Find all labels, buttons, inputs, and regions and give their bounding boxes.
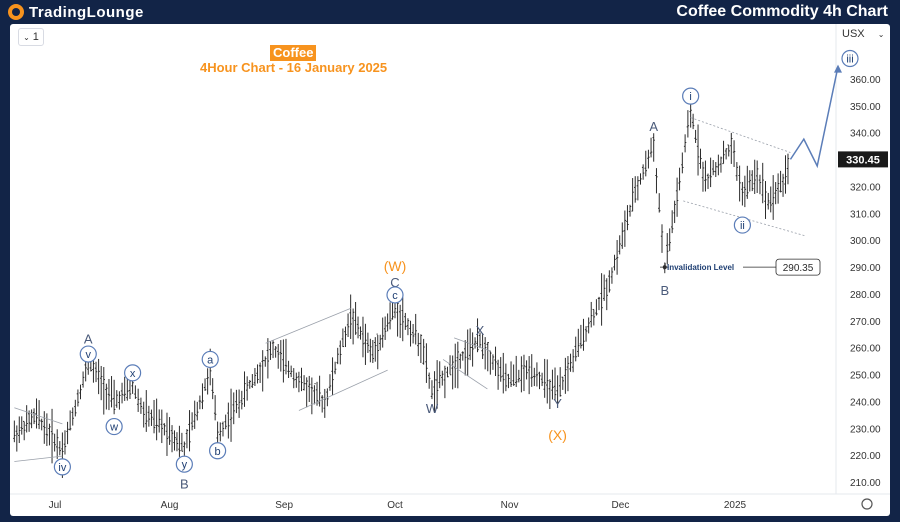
- y-tick-label: 260.00: [850, 344, 881, 355]
- wave-label: B: [180, 476, 189, 491]
- channel-line: [14, 407, 63, 425]
- y-tick-label: 230.00: [850, 424, 881, 435]
- channel-line: [690, 117, 791, 153]
- wave-circle-label: i: [689, 91, 691, 103]
- channel-line: [453, 337, 492, 352]
- y-tick-label: 360.00: [850, 75, 881, 86]
- interval-selector[interactable]: ⌄ 1: [18, 28, 44, 46]
- wave-circle: [201, 350, 219, 369]
- wave-circle: [79, 345, 97, 363]
- wave-circle-label: y: [182, 459, 188, 471]
- last-price-badge: [838, 151, 888, 168]
- wave-circle: [386, 286, 404, 304]
- y-tick-label: 210.00: [850, 478, 881, 489]
- wave-label: A: [649, 119, 658, 134]
- y-tick-label: 310.00: [850, 209, 881, 220]
- wave-circle-label: iii: [846, 54, 853, 66]
- wave-label: (W): [384, 258, 407, 274]
- wave-circle-label: b: [215, 446, 221, 458]
- wave-label: X: [476, 323, 485, 338]
- wave-circle: [105, 417, 123, 436]
- wave-circle-label: c: [392, 290, 398, 302]
- wave-circle-label: w: [109, 422, 118, 434]
- wave-label: B: [660, 283, 669, 298]
- y-tick-label: 220.00: [850, 451, 881, 462]
- wave-circle-label: a: [207, 354, 214, 366]
- y-tick-label: 340.00: [850, 129, 881, 140]
- y-tick-label: 280.00: [850, 290, 881, 301]
- wave-circle-label: x: [130, 368, 136, 380]
- channel-line: [683, 200, 806, 237]
- wave-label: (X): [548, 427, 567, 443]
- y-tick-label: 290.00: [850, 263, 881, 274]
- projection-arrow: [834, 64, 842, 73]
- brand-logo: TradingLounge: [8, 3, 144, 21]
- wave-circle: [175, 455, 193, 473]
- top-bar: TradingLounge Coffee Commodity 4h Chart: [0, 0, 900, 24]
- chart-subtitle: 4Hour Chart - 16 January 2025: [200, 60, 388, 75]
- settings-icon[interactable]: [861, 498, 873, 510]
- wave-label: C: [390, 275, 399, 290]
- y-tick-label: 350.00: [850, 102, 881, 113]
- x-tick-label: Jul: [49, 500, 62, 511]
- x-tick-label: Nov: [501, 500, 519, 511]
- x-tick-label: Dec: [612, 500, 630, 511]
- y-tick-label: 250.00: [850, 371, 881, 382]
- wave-circle: [841, 49, 859, 68]
- wave-circle: [53, 458, 71, 476]
- x-tick-label: Oct: [387, 500, 403, 511]
- wave-circle-label: v: [86, 349, 92, 361]
- brand-name: TradingLounge: [29, 3, 144, 21]
- y-tick-label: 300.00: [850, 236, 881, 247]
- chevron-down-icon: ⌄: [877, 30, 885, 39]
- interval-value: 1: [32, 31, 39, 43]
- x-tick-label: Aug: [161, 500, 179, 511]
- channel-line: [298, 369, 388, 411]
- x-tick-label: Sep: [275, 500, 293, 511]
- channel-line: [14, 455, 63, 462]
- channel-line: [442, 359, 488, 390]
- projection-line: [789, 66, 839, 169]
- currency-selector[interactable]: USX ⌄: [842, 28, 884, 40]
- chevron-down-icon: ⌄: [23, 32, 30, 42]
- price-chart[interactable]: 210.00 220.00 230.00 240.00 250.00 260.00 270.…: [10, 24, 890, 516]
- wave-label: Y: [553, 396, 562, 411]
- y-tick-label: 320.00: [850, 182, 881, 193]
- x-tick-label: 2025: [724, 500, 747, 511]
- wave-label: A: [84, 331, 93, 346]
- currency-label: USX: [842, 28, 865, 40]
- y-tick-label: 270.00: [850, 317, 881, 328]
- page-title: Coffee Commodity 4h Chart: [676, 3, 888, 20]
- wave-circle-label: ii: [740, 220, 745, 232]
- logo-icon: [8, 4, 24, 20]
- wave-circle: [682, 87, 700, 105]
- channel-line: [265, 307, 351, 344]
- wave-circle: [209, 442, 227, 460]
- invalidation-label: Invalidation Level: [667, 263, 734, 272]
- wave-circle: [733, 216, 751, 234]
- chart-panel: ⌄ 1 Coffee 4Hour Chart - 16 January 2025…: [10, 24, 890, 516]
- invalidation-value: 290.35: [783, 263, 814, 274]
- wave-circle: [124, 364, 142, 382]
- invalidation-value-box: [775, 258, 821, 276]
- wave-label: W: [426, 401, 439, 416]
- wave-circle-label: iv: [58, 462, 66, 474]
- last-price-label: 330.45: [846, 154, 880, 166]
- chart-title: Coffee: [270, 45, 317, 61]
- y-tick-label: 240.00: [850, 397, 881, 408]
